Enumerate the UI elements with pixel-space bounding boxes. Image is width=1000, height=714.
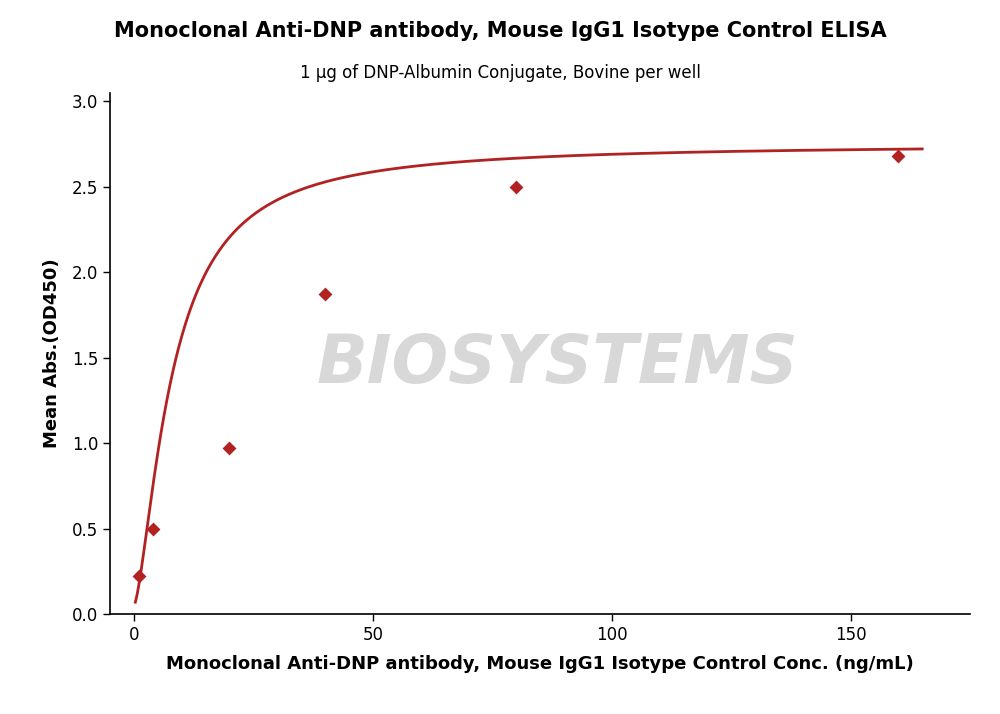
Text: Monoclonal Anti-DNP antibody, Mouse IgG1 Isotype Control ELISA: Monoclonal Anti-DNP antibody, Mouse IgG1… [114,21,886,41]
Point [890,151,906,162]
Text: BIOSYSTEMS: BIOSYSTEMS [316,331,798,397]
Y-axis label: Mean Abs.(OD450): Mean Abs.(OD450) [43,258,61,448]
X-axis label: Monoclonal Anti-DNP antibody, Mouse IgG1 Isotype Control Conc. (ng/mL): Monoclonal Anti-DNP antibody, Mouse IgG1… [166,655,914,673]
Point [221,443,237,454]
Point [317,288,333,300]
Point [508,181,524,193]
Point [145,523,161,534]
Point [131,570,147,582]
Text: 1 μg of DNP-Albumin Conjugate, Bovine per well: 1 μg of DNP-Albumin Conjugate, Bovine pe… [300,64,700,82]
